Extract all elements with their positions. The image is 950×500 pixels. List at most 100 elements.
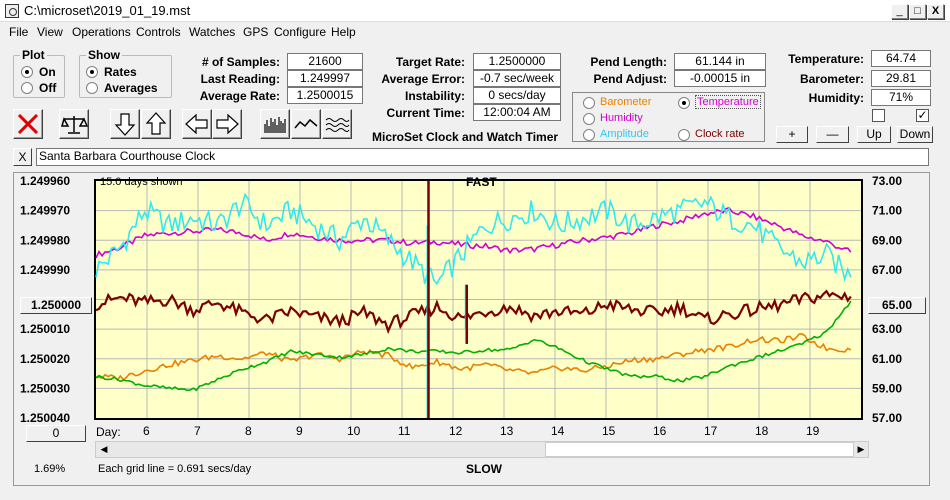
- wave-view-button[interactable]: [322, 109, 352, 139]
- app-label: MicroSet Clock and Watch Timer: [372, 130, 559, 144]
- humidity-label: Humidity:: [808, 91, 864, 105]
- amplitude-option[interactable]: Amplitude: [600, 128, 649, 140]
- clock-name-input[interactable]: Santa Barbara Courthouse Clock: [36, 148, 929, 166]
- menu-help[interactable]: Help: [331, 25, 356, 39]
- menu-controls[interactable]: Controls: [136, 25, 181, 39]
- plot-group: Plot On Off: [13, 48, 65, 98]
- stop-button[interactable]: [13, 109, 43, 139]
- horizontal-scrollbar[interactable]: ◀ ▶: [95, 441, 869, 458]
- day-tick-label: 9: [296, 424, 303, 438]
- samples-label: # of Samples:: [201, 55, 280, 69]
- days-shown-label: 15.0 days shown: [100, 176, 183, 188]
- menu-file[interactable]: File: [9, 25, 29, 39]
- plot-off-label: Off: [39, 81, 57, 95]
- left-tick-label: 1.250040: [20, 411, 70, 425]
- temperature-radio[interactable]: [678, 97, 690, 109]
- scale-plus-button[interactable]: +: [776, 126, 808, 143]
- line-view-button[interactable]: [291, 109, 321, 139]
- barometer-label: Barometer:: [799, 72, 864, 86]
- right-tick-label: 73.00: [872, 174, 902, 188]
- pend-length-field: 61.144 in: [674, 53, 766, 70]
- humidity-field: 71%: [871, 89, 931, 106]
- menu-gps[interactable]: GPS: [243, 25, 269, 39]
- day-tick-label: 6: [143, 424, 150, 438]
- show-averages-label: Averages: [104, 81, 158, 95]
- average-error-label: Average Error:: [381, 72, 465, 86]
- menu-watches[interactable]: Watches: [189, 25, 236, 39]
- show-rates-radio[interactable]: [86, 66, 98, 78]
- bars-view-button[interactable]: [260, 109, 290, 139]
- clock-rate-radio[interactable]: [678, 129, 690, 141]
- menu-configure[interactable]: Configure: [274, 25, 327, 39]
- up-arrow-icon: [145, 112, 167, 135]
- show-averages-radio[interactable]: [86, 82, 98, 94]
- scroll-left-icon[interactable]: ◀: [100, 444, 108, 454]
- show-rates-label: Rates: [104, 65, 137, 79]
- menu-operations[interactable]: Operations: [72, 25, 131, 39]
- line-graph-icon: [294, 118, 318, 129]
- scale-minus-button[interactable]: —: [816, 126, 849, 143]
- temperature-label: Temperature:: [788, 52, 864, 66]
- day-label: Day:: [96, 425, 121, 439]
- barometer-radio[interactable]: [583, 97, 595, 109]
- humidity-option[interactable]: Humidity: [600, 112, 643, 124]
- day-tick-label: 17: [704, 424, 718, 438]
- pend-adjust-label: Pend Adjust:: [593, 72, 667, 86]
- instability-field: 0 secs/day: [473, 87, 561, 104]
- right-tick-label: 71.00: [872, 204, 902, 218]
- clock-rate-option[interactable]: Clock rate: [695, 128, 745, 140]
- menu-view[interactable]: View: [37, 25, 63, 39]
- scale-up-button[interactable]: Up: [857, 126, 891, 143]
- scale-down-button[interactable]: Down: [897, 126, 933, 143]
- amplitude-radio[interactable]: [583, 129, 595, 141]
- right-tick-label: 59.00: [872, 381, 902, 395]
- plot-off-radio[interactable]: [21, 82, 33, 94]
- scroll-right-icon[interactable]: ▶: [857, 444, 865, 454]
- right-arrow-button[interactable]: [212, 109, 242, 139]
- left-checkbox[interactable]: [872, 109, 885, 122]
- last-reading-field: 1.249997: [287, 70, 363, 87]
- left-tick-label: 1.249970: [20, 204, 70, 218]
- right-arrow-icon: [216, 113, 239, 135]
- menu-bar: File View Operations Controls Watches GP…: [0, 23, 950, 41]
- grid-note: Each grid line = 0.691 secs/day: [98, 463, 252, 475]
- right-axis-center-button[interactable]: 65.00: [868, 297, 926, 314]
- slow-label: SLOW: [466, 462, 502, 476]
- day-tick-label: 12: [449, 424, 463, 438]
- day-tick-label: 11: [398, 424, 411, 438]
- plot-on-radio[interactable]: [21, 66, 33, 78]
- right-checkbox[interactable]: ✓: [916, 108, 929, 122]
- right-tick-label: 67.00: [872, 263, 902, 277]
- right-tick-label: 69.00: [872, 233, 902, 247]
- maximize-button[interactable]: □: [909, 4, 926, 19]
- day-tick-label: 15: [602, 424, 616, 438]
- left-tick-label: 1.250010: [20, 322, 70, 336]
- zero-button[interactable]: 0: [26, 425, 86, 442]
- left-arrow-icon: [185, 113, 208, 135]
- day-tick-label: 18: [755, 424, 769, 438]
- chart-panel: 1.249960 73.00 1.249970 71.00 1.249980 69.00 1…: [13, 172, 930, 486]
- day-tick-label: 16: [653, 424, 667, 438]
- day-tick-label: 14: [551, 424, 565, 438]
- temperature-option[interactable]: Temperature: [695, 95, 761, 109]
- left-axis-center-button[interactable]: 1.250000: [20, 297, 92, 314]
- left-arrow-button[interactable]: [182, 109, 212, 139]
- current-time-field: 12:00:04 AM: [473, 104, 561, 121]
- x-icon: [17, 113, 39, 135]
- humidity-radio[interactable]: [583, 113, 595, 125]
- barometer-field: 29.81: [871, 70, 931, 87]
- instability-label: Instability:: [404, 89, 465, 103]
- scroll-thumb[interactable]: [545, 442, 854, 457]
- clear-clock-button[interactable]: X: [13, 148, 32, 166]
- close-button[interactable]: X: [927, 4, 944, 19]
- minimize-button[interactable]: _: [891, 4, 908, 19]
- up-arrow-button[interactable]: [141, 109, 171, 139]
- temperature-field: 64.74: [871, 50, 931, 67]
- balance-button[interactable]: [59, 109, 89, 139]
- barometer-option[interactable]: Barometer: [600, 96, 652, 108]
- day-tick-label: 10: [347, 424, 361, 438]
- down-arrow-icon: [114, 113, 136, 136]
- day-tick-label: 8: [245, 424, 252, 438]
- plot-on-label: On: [39, 65, 56, 79]
- down-arrow-button[interactable]: [110, 109, 140, 139]
